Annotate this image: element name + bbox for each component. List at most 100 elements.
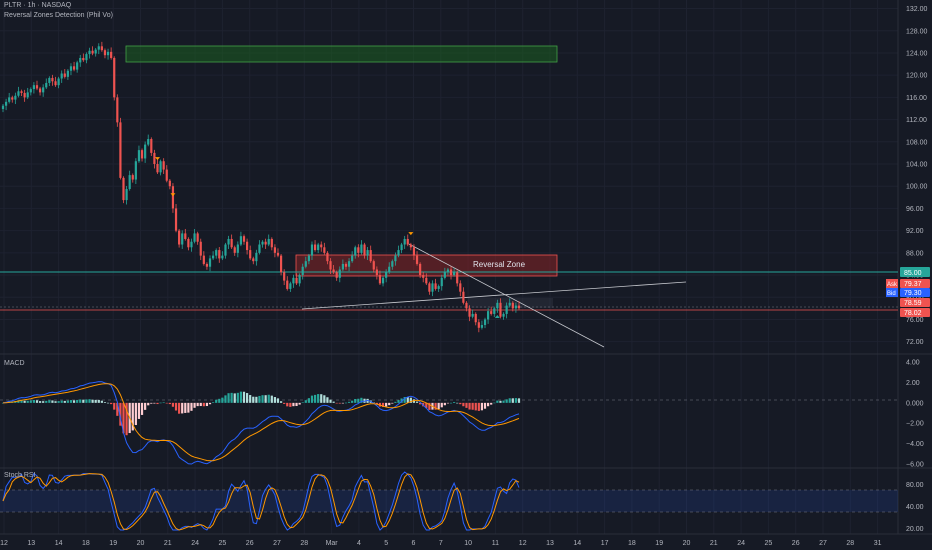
candle[interactable] [487, 308, 490, 324]
candle[interactable] [276, 248, 280, 258]
candle[interactable] [14, 92, 17, 105]
candle[interactable] [440, 274, 443, 291]
indicator-legend[interactable]: Reversal Zones Detection (Phil Vo) [4, 12, 113, 19]
candle[interactable] [125, 185, 128, 205]
candle[interactable] [236, 241, 239, 258]
candle[interactable] [221, 251, 224, 261]
candle[interactable] [502, 312, 505, 320]
candle[interactable] [425, 273, 428, 286]
candle[interactable] [23, 89, 26, 102]
macd-legend[interactable]: MACD [4, 360, 25, 367]
candle[interactable] [354, 245, 357, 259]
candle[interactable] [242, 234, 246, 245]
candle[interactable] [76, 60, 79, 73]
candle[interactable] [249, 245, 252, 261]
candle[interactable] [178, 228, 181, 248]
candle[interactable] [347, 258, 351, 272]
candle[interactable] [483, 317, 487, 329]
candle[interactable] [320, 241, 323, 252]
candle[interactable] [323, 242, 326, 255]
candle[interactable] [363, 242, 366, 259]
candle[interactable] [329, 258, 332, 274]
candle[interactable] [514, 302, 518, 313]
candle[interactable] [289, 281, 292, 292]
candle[interactable] [32, 82, 35, 94]
symbol-legend[interactable]: PLTR · 1h · NASDAQ [4, 2, 72, 9]
candle[interactable] [239, 231, 243, 247]
candle[interactable] [304, 256, 307, 269]
candle[interactable] [252, 256, 255, 265]
candle[interactable] [270, 237, 273, 251]
candle[interactable] [227, 235, 230, 249]
candle[interactable] [100, 41, 103, 52]
candle[interactable] [471, 309, 474, 319]
candle[interactable] [106, 48, 110, 60]
candle[interactable] [428, 281, 431, 295]
candle[interactable] [51, 74, 54, 86]
candle[interactable] [187, 237, 190, 251]
candle[interactable] [400, 242, 403, 254]
candle[interactable] [307, 253, 310, 265]
candle[interactable] [419, 262, 422, 279]
candle[interactable] [190, 238, 193, 252]
candle[interactable] [397, 245, 400, 258]
candle[interactable] [292, 274, 295, 288]
candle[interactable] [45, 78, 48, 90]
candle[interactable] [162, 158, 165, 175]
candle[interactable] [391, 259, 394, 270]
candle[interactable] [215, 248, 218, 259]
candle[interactable] [517, 301, 521, 310]
candle[interactable] [110, 47, 113, 60]
candle[interactable] [480, 320, 484, 330]
candle[interactable] [199, 238, 202, 261]
candle[interactable] [60, 70, 63, 83]
candle[interactable] [181, 230, 184, 249]
candle[interactable] [245, 238, 249, 255]
candle[interactable] [208, 255, 212, 272]
candle[interactable] [131, 173, 134, 183]
candle[interactable] [462, 287, 465, 305]
candle[interactable] [97, 43, 100, 55]
candle[interactable] [310, 241, 314, 261]
candle[interactable] [134, 158, 137, 184]
supply-zone-green[interactable] [125, 45, 558, 63]
candle[interactable] [48, 76, 51, 87]
candle[interactable] [140, 148, 144, 162]
candle[interactable] [11, 95, 14, 103]
candle[interactable] [255, 249, 258, 266]
candle[interactable] [17, 86, 20, 98]
candle[interactable] [205, 262, 209, 270]
candle[interactable] [381, 276, 385, 287]
candle[interactable] [279, 253, 283, 276]
candle[interactable] [301, 263, 304, 280]
candle[interactable] [431, 280, 434, 297]
candle[interactable] [360, 240, 363, 255]
candle[interactable] [375, 266, 378, 280]
candle[interactable] [409, 242, 412, 251]
candle[interactable] [196, 231, 199, 245]
candle[interactable] [20, 89, 23, 96]
candle[interactable] [212, 251, 215, 261]
candle[interactable] [388, 262, 391, 274]
candle[interactable] [258, 240, 261, 255]
candle[interactable] [85, 52, 88, 64]
candle[interactable] [113, 56, 116, 101]
time-axis[interactable]: 12 13 14 18 19 20 21 24 25 26 27 28 Mar 4 5 6 7 10 11 12 13 1… [0, 540, 881, 547]
candle[interactable] [63, 69, 66, 79]
candle[interactable] [406, 234, 409, 247]
candle[interactable] [42, 84, 45, 97]
candle[interactable] [79, 54, 82, 67]
candle[interactable] [4, 98, 8, 111]
candle[interactable] [165, 165, 168, 183]
candle[interactable] [35, 80, 39, 91]
candle[interactable] [505, 302, 508, 319]
candle[interactable] [122, 176, 125, 204]
candle[interactable] [202, 251, 205, 266]
candle[interactable] [230, 234, 233, 249]
candle[interactable] [453, 267, 456, 277]
macd-axis[interactable]: 4.00 2.00 0.000 −2.00 −4.00 −6.00 [906, 360, 924, 469]
candle[interactable] [57, 76, 60, 89]
candle[interactable] [69, 63, 73, 76]
candle[interactable] [449, 266, 453, 280]
